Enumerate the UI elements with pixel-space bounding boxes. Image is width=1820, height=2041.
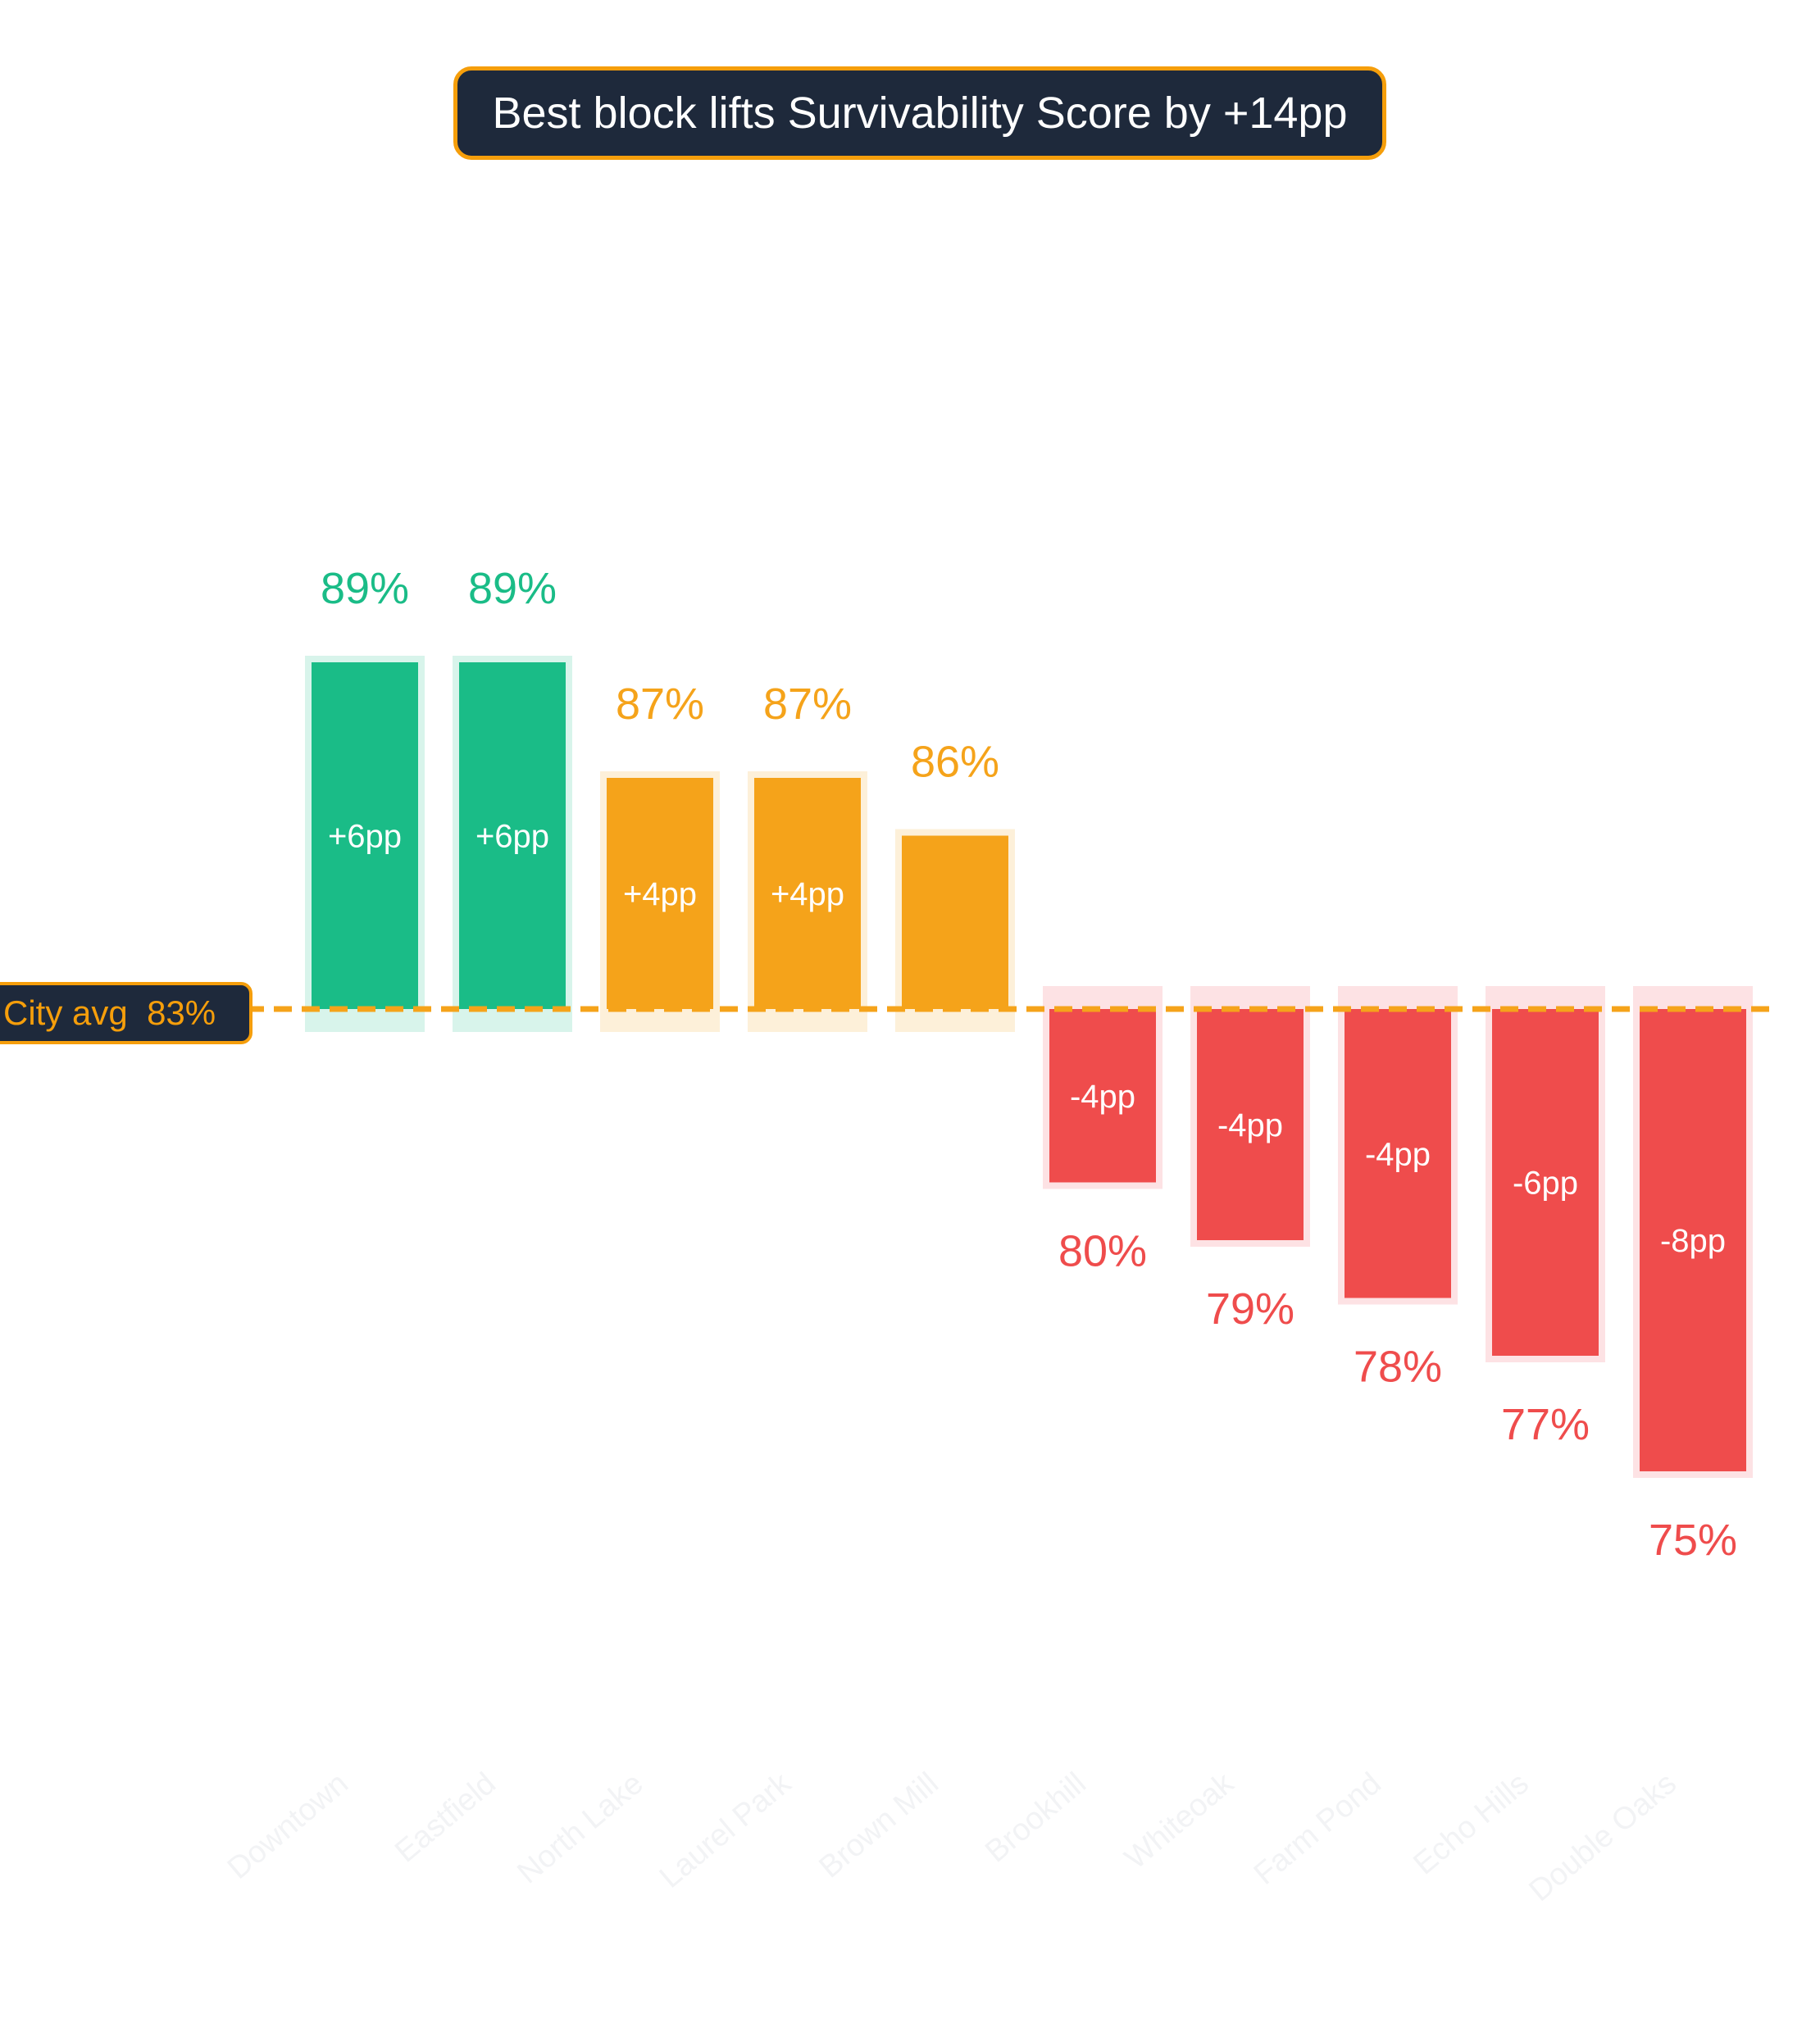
value-label: 86%	[911, 738, 999, 787]
delta-labels: +6pp +6pp +4pp +4pp -4pp -4pp -4pp -6pp -8pp	[328, 819, 1726, 1260]
category-labels: Downtown Eastfield North Lake Laurel Park Br…	[221, 1766, 1683, 1908]
value-label: 87%	[763, 680, 852, 729]
value-label: 75%	[1649, 1516, 1737, 1565]
value-label: 80%	[1058, 1227, 1147, 1276]
chart-title: Best block lifts Survivability Score by …	[453, 66, 1386, 160]
category-label: Echo Hills	[1407, 1766, 1535, 1882]
delta-label: +6pp	[328, 819, 402, 855]
bar	[312, 662, 418, 1009]
category-label: Eastfield	[389, 1766, 503, 1870]
bar	[1049, 1009, 1156, 1183]
value-label: 89%	[468, 564, 557, 613]
category-label: North Lake	[511, 1766, 649, 1891]
delta-label: +4pp	[771, 876, 844, 912]
bar	[1640, 1009, 1746, 1471]
delta-label: -8pp	[1660, 1223, 1726, 1259]
category-label: Double Oaks	[1523, 1766, 1683, 1908]
delta-label: -4pp	[1217, 1107, 1283, 1143]
bar	[459, 662, 566, 1009]
value-label: 77%	[1501, 1400, 1590, 1449]
delta-label: +6pp	[475, 819, 549, 855]
bar	[1345, 1009, 1451, 1298]
value-label: 78%	[1354, 1343, 1442, 1392]
delta-label: -4pp	[1070, 1079, 1135, 1115]
bar	[1492, 1009, 1599, 1356]
value-label: 79%	[1206, 1284, 1294, 1334]
bars	[312, 662, 1746, 1471]
value-label: 87%	[616, 680, 704, 729]
city-average-value: 83%	[147, 993, 216, 1032]
value-labels: 89% 89% 87% 87% 86% 80% 79% 78% 77% 75%	[321, 564, 1737, 1565]
bar	[754, 778, 861, 1009]
bar	[1197, 1009, 1304, 1240]
bar	[607, 778, 713, 1009]
bar	[902, 835, 1008, 1009]
value-label: 89%	[321, 564, 409, 613]
category-label: Whiteoak	[1118, 1766, 1240, 1876]
category-label: Downtown	[221, 1766, 355, 1886]
delta-label: +4pp	[623, 876, 697, 912]
city-average-label: City avg	[3, 993, 128, 1032]
category-label: Farm Pond	[1248, 1766, 1388, 1892]
city-average-badge: City avg 83%	[0, 982, 253, 1044]
category-label: Laurel Park	[653, 1766, 799, 1895]
category-label: Brookhill	[979, 1766, 1093, 1870]
category-label: Brown Mill	[813, 1766, 945, 1885]
delta-label: -6pp	[1513, 1166, 1578, 1202]
delta-label: -4pp	[1365, 1136, 1431, 1172]
